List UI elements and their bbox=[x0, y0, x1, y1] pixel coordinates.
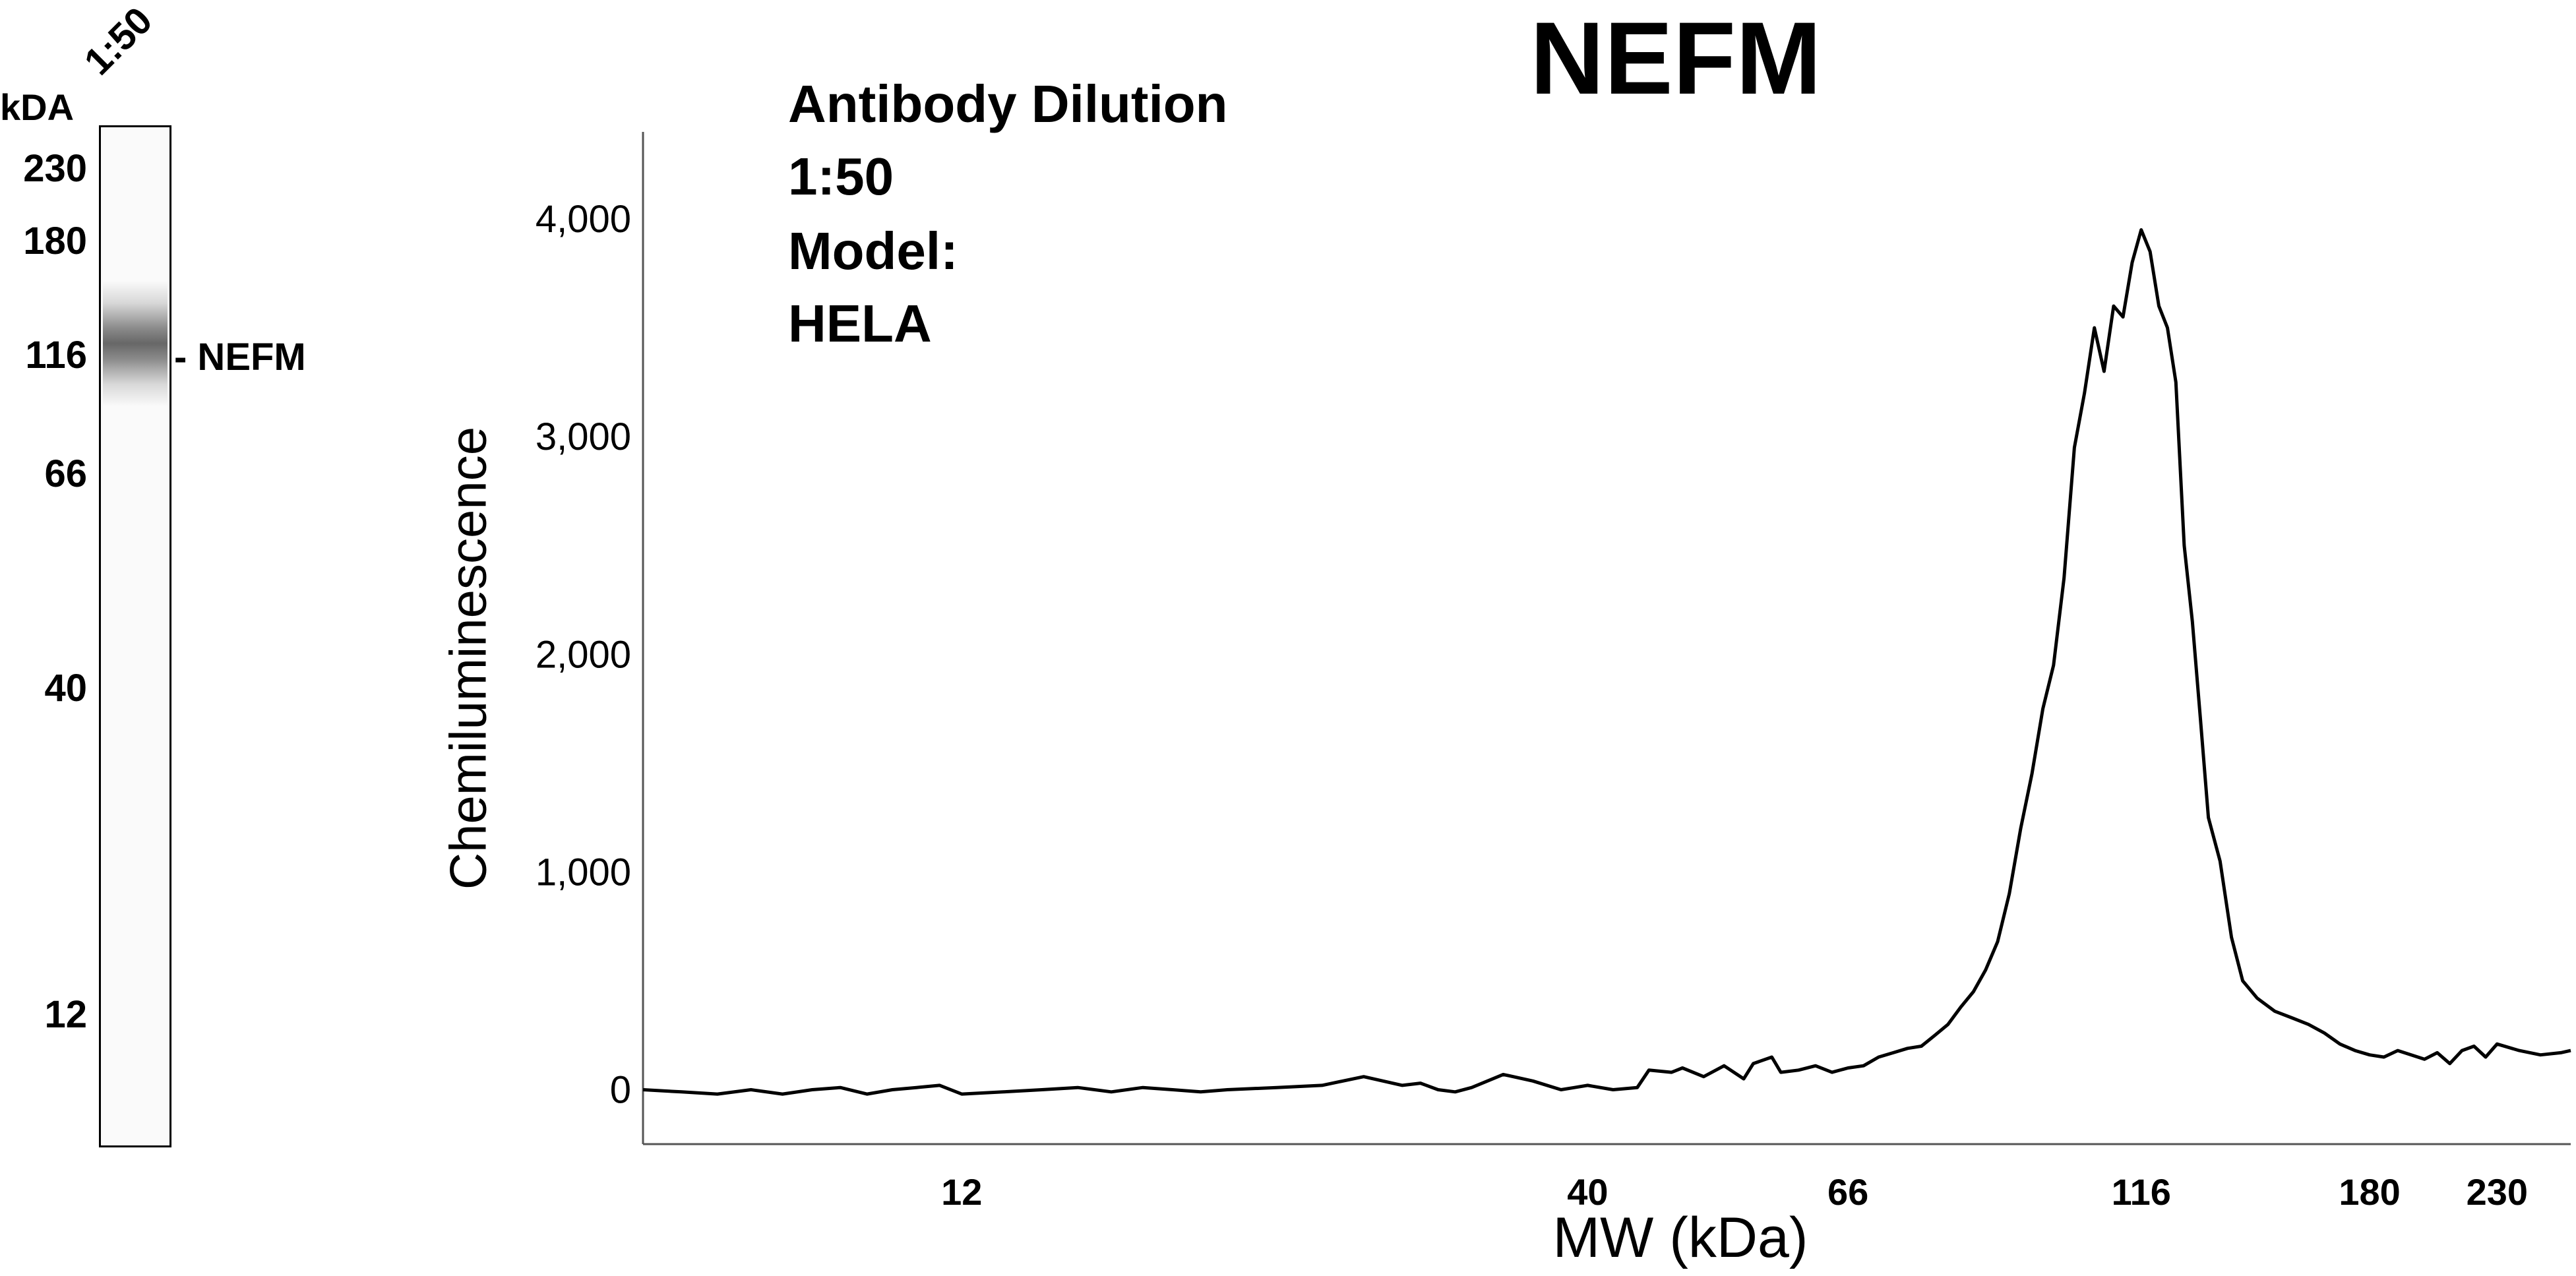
chart-title: NEFM bbox=[1530, 1, 1822, 116]
annotation-dilution-title: Antibody Dilution bbox=[788, 75, 1228, 133]
x-tick-label: 66 bbox=[1827, 1171, 1868, 1213]
lane-image-panel: kDA 1:50 230 180 116 66 40 12 - NEFM bbox=[0, 0, 422, 1276]
band-label: - NEFM bbox=[174, 336, 306, 379]
marker-label-40: 40 bbox=[44, 667, 87, 710]
marker-label-116: 116 bbox=[25, 334, 87, 377]
gel-lane bbox=[99, 125, 171, 1147]
annotation-model-title: Model: bbox=[788, 222, 958, 280]
y-tick-label: 4,000 bbox=[536, 198, 631, 241]
x-tick-label: 40 bbox=[1567, 1171, 1608, 1213]
x-tick-label: 230 bbox=[2467, 1171, 2528, 1213]
axes bbox=[642, 132, 2571, 1145]
x-tick-label: 180 bbox=[2339, 1171, 2400, 1213]
y-tick-label: 3,000 bbox=[536, 415, 631, 458]
annotation-model-value: HELA bbox=[788, 294, 932, 353]
x-tick-label: 12 bbox=[941, 1171, 982, 1213]
y-tick-label: 0 bbox=[610, 1068, 631, 1111]
marker-label-12: 12 bbox=[44, 993, 87, 1036]
y-tick-label: 2,000 bbox=[536, 633, 631, 676]
nefm-band bbox=[103, 281, 168, 406]
x-tick-label: 116 bbox=[2112, 1171, 2171, 1213]
chemiluminescence-trace bbox=[642, 228, 2571, 1096]
x-axis-title: MW (kDa) bbox=[1552, 1206, 1808, 1269]
marker-label-180: 180 bbox=[23, 220, 87, 262]
kda-unit-header: kDA bbox=[0, 86, 75, 128]
marker-label-66: 66 bbox=[44, 452, 87, 495]
y-tick-label: 1,000 bbox=[536, 851, 631, 894]
x-axis-ticks: 12 40 66 116 180 230 bbox=[941, 1171, 2528, 1213]
y-axis-title: Chemiluminescence bbox=[439, 426, 497, 890]
marker-label-230: 230 bbox=[23, 147, 87, 190]
annotation-dilution-value: 1:50 bbox=[788, 147, 894, 206]
y-axis-ticks: 0 1,000 2,000 3,000 4,000 bbox=[536, 198, 631, 1111]
